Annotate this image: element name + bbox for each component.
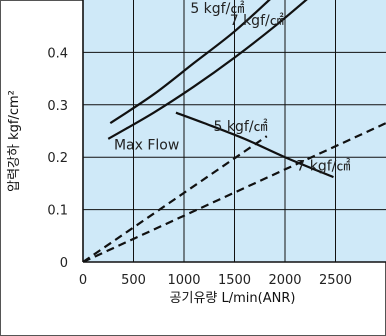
y-tick-label: 0	[60, 256, 68, 271]
y-tick-label: 0.4	[47, 46, 68, 61]
x-tick-label: 2000	[268, 273, 301, 288]
y-tick-label: 0.2	[47, 151, 68, 166]
x-tick-label: 2500	[319, 273, 352, 288]
dashed-curve	[83, 122, 386, 262]
x-tick-label: 0	[79, 273, 87, 288]
annotation-label: 7 kgf/㎠	[230, 13, 284, 29]
annotation-label: 7 kgf/㎠	[296, 158, 350, 174]
y-axis-label: 압력강하 kgf/cm²	[7, 90, 22, 192]
solid-curve	[107, 0, 308, 140]
x-tick-label: 1500	[218, 273, 251, 288]
annotation-label: 5 kgf/㎠	[190, 1, 244, 17]
dashed-curve	[83, 135, 268, 262]
annotation-label: Max Flow	[114, 137, 179, 153]
annotation-label: 5 kgf/㎠	[214, 119, 268, 135]
x-tick-label: 1000	[167, 273, 200, 288]
solid-curve	[109, 0, 271, 125]
y-tick-label: 0.1	[47, 204, 68, 219]
y-tick-label: 0.3	[47, 99, 68, 114]
x-axis-label: 공기유량 L/min(ANR)	[170, 291, 296, 306]
x-tick-label: 500	[121, 273, 146, 288]
